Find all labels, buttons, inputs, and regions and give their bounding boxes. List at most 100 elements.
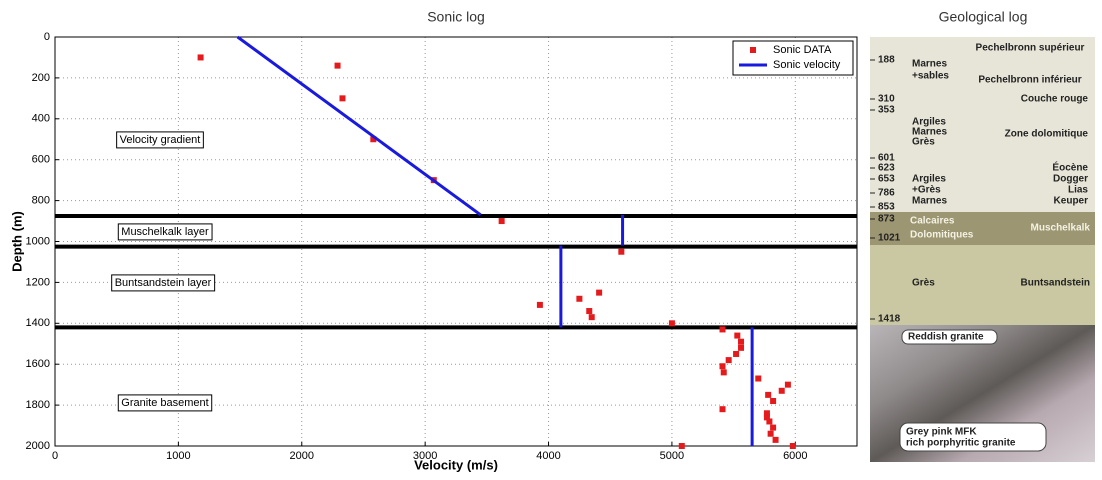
data-point <box>733 350 740 357</box>
legend-label: Sonic velocity <box>773 59 841 71</box>
data-point <box>765 391 772 398</box>
data-point <box>498 218 505 225</box>
log-label: Dolomitiques <box>910 230 974 241</box>
data-point <box>719 363 726 370</box>
depth-label: 623 <box>878 163 895 174</box>
data-point <box>334 62 341 69</box>
x-tick-label: 2000 <box>290 450 314 462</box>
data-point <box>588 314 595 321</box>
depth-label: 786 <box>878 188 895 199</box>
log-label: Calcaires <box>910 216 955 227</box>
x-tick-label: 5000 <box>660 450 684 462</box>
log-buntsandstein <box>870 245 1095 325</box>
data-point <box>596 289 603 296</box>
granite-label-box <box>901 329 998 345</box>
x-tick-label: 4000 <box>536 450 560 462</box>
x-tick-label: 6000 <box>783 450 807 462</box>
log-label: Reddish granite <box>908 332 984 343</box>
log-muschelkalk <box>870 212 1095 245</box>
log-label: Marnes <box>912 196 947 207</box>
data-point <box>772 436 779 443</box>
annotation: Velocity gradient <box>120 134 201 146</box>
data-point <box>738 344 745 351</box>
data-point <box>197 54 204 61</box>
log-title: Geological log <box>939 9 1028 25</box>
log-label: Buntsandstein <box>1021 278 1090 289</box>
data-point <box>755 375 762 382</box>
y-axis-label: Depth (m) <box>9 211 24 272</box>
y-tick-label: 1200 <box>26 276 50 288</box>
y-tick-label: 200 <box>32 72 50 84</box>
annotation-box <box>116 131 204 149</box>
depth-label: 1021 <box>878 233 901 244</box>
log-label: Argiles <box>912 117 946 128</box>
log-label: Keuper <box>1054 196 1089 207</box>
data-point <box>778 387 785 394</box>
y-tick-label: 2000 <box>26 440 50 452</box>
data-point <box>536 301 543 308</box>
log-label: Dogger <box>1053 174 1088 185</box>
data-point <box>719 406 726 413</box>
log-label: rich porphyritic granite <box>906 438 1016 449</box>
legend-marker <box>750 47 756 53</box>
plot-frame <box>54 36 858 447</box>
data-point <box>618 248 625 255</box>
data-point <box>784 381 791 388</box>
annotation: Muschelkalk layer <box>121 226 209 238</box>
data-point <box>668 320 675 327</box>
legend-box <box>732 40 854 76</box>
y-tick-label: 600 <box>32 154 50 166</box>
y-tick-label: 800 <box>32 195 50 207</box>
annotation: Granite basement <box>121 397 208 409</box>
depth-label: 353 <box>878 105 895 116</box>
annotation-box <box>111 274 216 292</box>
log-label: +sables <box>912 71 949 82</box>
data-point <box>766 418 773 425</box>
log-label: Lias <box>1068 185 1088 196</box>
log-label: Marnes <box>912 127 947 138</box>
data-point <box>370 136 377 143</box>
y-tick-label: 1600 <box>26 358 50 370</box>
legend-label: Sonic DATA <box>773 44 832 56</box>
depth-label: 188 <box>878 55 895 66</box>
data-point <box>763 414 770 421</box>
chart-title: Sonic log <box>427 9 485 25</box>
data-point <box>763 410 770 417</box>
log-label: Muschelkalk <box>1031 223 1091 234</box>
y-tick-label: 1400 <box>26 317 50 329</box>
depth-label: 310 <box>878 94 895 105</box>
x-axis-label: Velocity (m/s) <box>414 457 498 472</box>
data-point <box>734 332 741 339</box>
data-point <box>678 443 685 449</box>
data-point <box>586 308 593 315</box>
log-label: +Grès <box>912 185 941 196</box>
data-point <box>767 430 774 437</box>
log-label: Couche rouge <box>1021 94 1089 105</box>
y-tick-label: 400 <box>32 113 50 125</box>
depth-label: 653 <box>878 174 895 185</box>
log-label: Marnes <box>912 59 947 70</box>
data-point <box>720 369 727 376</box>
log-label: Pechelbronn supérieur <box>976 43 1085 54</box>
log-label: Grès <box>912 278 935 289</box>
data-point <box>576 295 583 302</box>
granite-label-box <box>899 422 1047 452</box>
log-label: Grès <box>912 137 935 148</box>
depth-label: 601 <box>878 153 895 164</box>
velocity-line <box>236 35 754 446</box>
data-point <box>738 338 745 345</box>
depth-label: 1418 <box>878 314 901 325</box>
log-label: Zone dolomitique <box>1005 129 1089 140</box>
annotation-box <box>117 394 213 412</box>
log-label: Grey pink MFK <box>906 427 977 438</box>
annotation: Buntsandstein layer <box>115 277 212 289</box>
y-tick-label: 1800 <box>26 399 50 411</box>
x-tick-label: 1000 <box>166 450 190 462</box>
depth-label: 853 <box>878 202 895 213</box>
data-point <box>770 424 777 431</box>
x-tick-label: 3000 <box>413 450 437 462</box>
data-point <box>770 398 777 405</box>
x-tick-label: 0 <box>52 450 58 462</box>
y-tick-label: 1000 <box>26 235 50 247</box>
